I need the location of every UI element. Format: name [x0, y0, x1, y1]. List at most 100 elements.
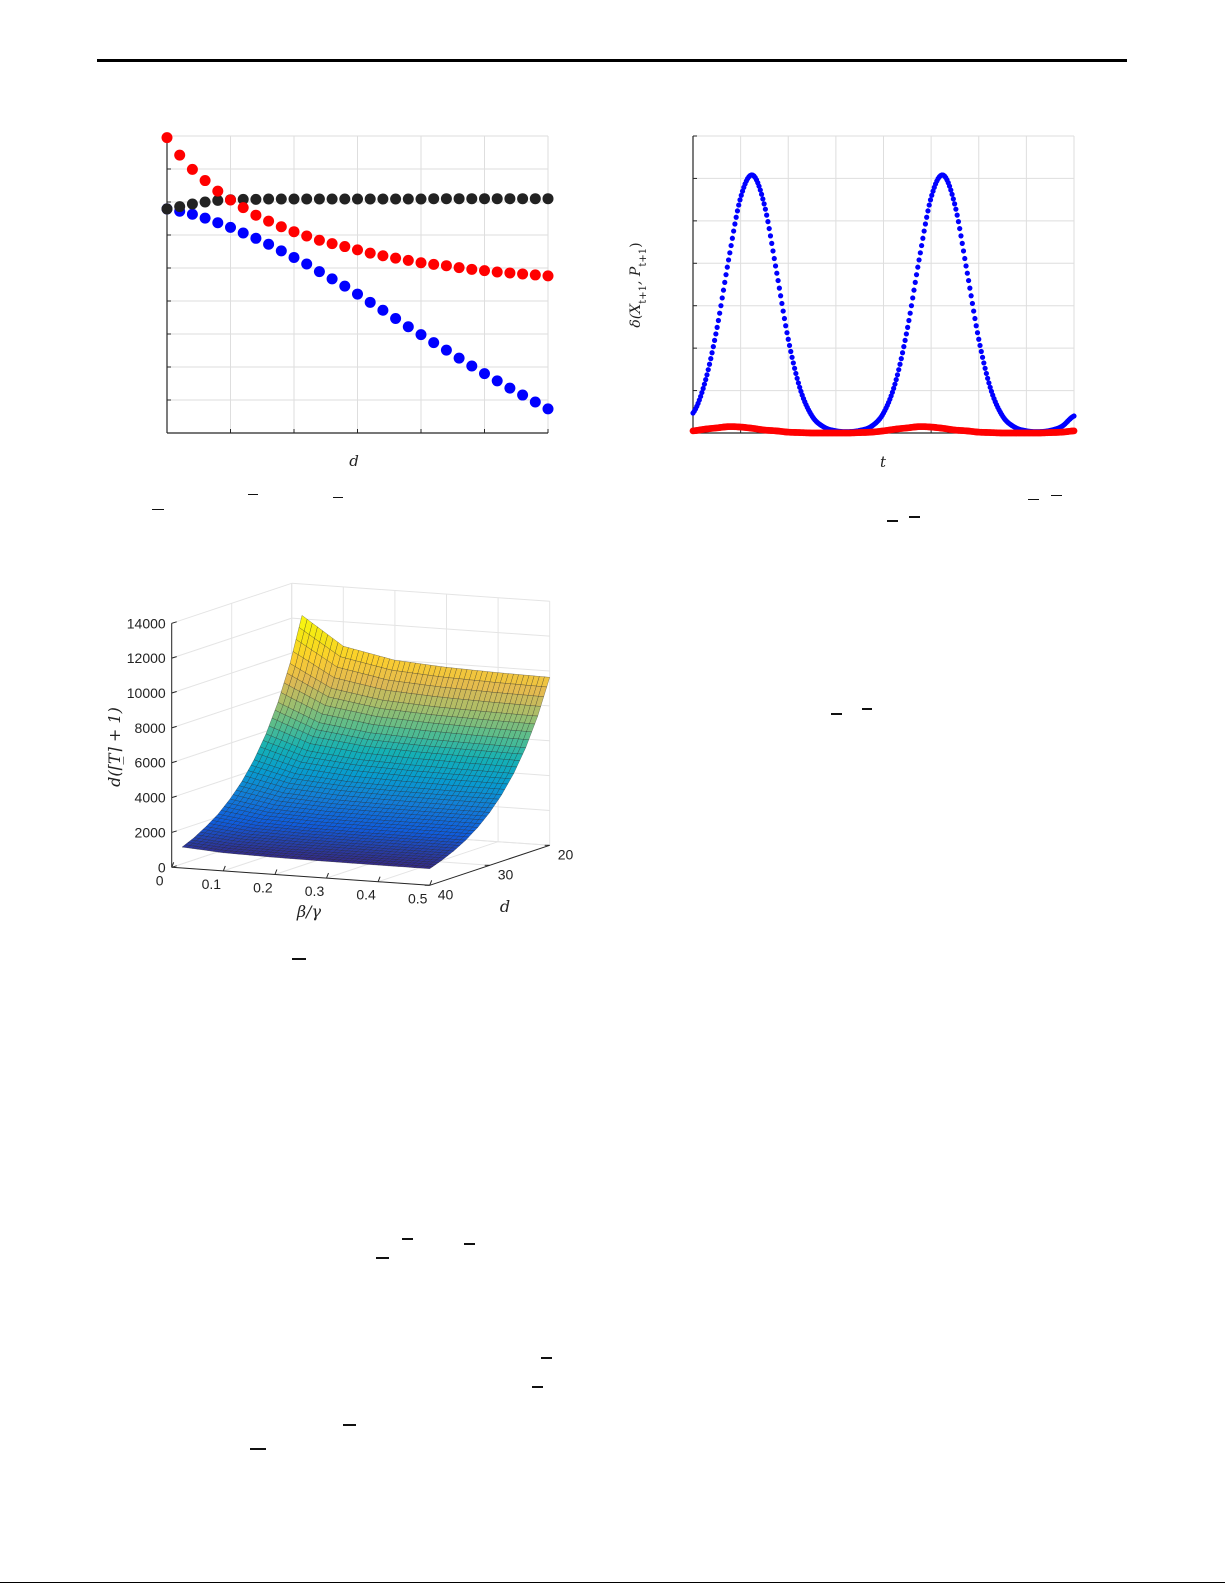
data-point — [722, 279, 728, 285]
data-point — [774, 270, 780, 276]
x-tick-label: 0.2 — [253, 880, 273, 896]
overbar-fragment — [532, 1386, 543, 1388]
data-point — [797, 384, 803, 390]
gridline — [171, 617, 292, 659]
data-point — [785, 336, 791, 342]
overbar-fragment — [541, 1357, 552, 1359]
data-point — [517, 268, 529, 280]
data-point — [772, 263, 779, 269]
data-marks — [689, 172, 1078, 437]
data-point — [762, 206, 768, 212]
data-point — [920, 235, 926, 241]
data-point — [764, 212, 770, 218]
data-point — [921, 228, 927, 234]
data-point — [792, 365, 798, 371]
data-point — [174, 201, 186, 213]
data-point — [976, 336, 982, 342]
z-tick-label: 14000 — [127, 615, 166, 631]
data-point — [529, 396, 541, 408]
data-point — [237, 202, 249, 214]
data-point — [250, 193, 262, 205]
gridline — [171, 652, 292, 694]
data-point — [889, 389, 895, 395]
x-axis-line — [171, 866, 430, 886]
overbar-fragment — [909, 516, 920, 518]
data-point — [760, 196, 766, 202]
z-axis-label: d(⌈T̲⌉ + 1) — [105, 707, 124, 787]
data-point — [758, 191, 765, 197]
series-2 — [161, 132, 554, 282]
data-point — [765, 219, 771, 225]
z-tick — [171, 656, 177, 659]
overbar-fragment — [402, 1238, 413, 1240]
data-point — [913, 272, 920, 278]
data-point — [793, 370, 799, 377]
x-tick-label: 0.3 — [305, 883, 325, 899]
overbar-fragment — [1051, 495, 1062, 496]
data-point — [390, 193, 402, 205]
data-point — [911, 287, 917, 293]
data-point — [794, 375, 800, 381]
data-point — [301, 230, 313, 242]
data-point — [161, 203, 173, 215]
z-tick — [171, 621, 177, 624]
data-point — [402, 321, 414, 333]
data-point — [263, 193, 275, 205]
data-point — [479, 193, 490, 205]
data-point — [288, 193, 300, 205]
data-point — [428, 258, 440, 270]
data-point — [199, 212, 211, 224]
data-point — [699, 389, 705, 396]
data-point — [326, 273, 338, 285]
data-point — [960, 248, 967, 254]
data-point — [704, 372, 710, 378]
data-point — [952, 201, 958, 207]
data-point — [926, 202, 932, 208]
data-point — [950, 196, 956, 202]
data-point — [717, 310, 723, 316]
data-point — [491, 193, 503, 205]
data-point — [770, 248, 776, 254]
x-axis-label: β/γ — [296, 902, 322, 921]
z-tick-label: 8000 — [135, 720, 166, 736]
data-point — [250, 209, 262, 221]
data-point — [186, 198, 198, 210]
data-point — [732, 221, 738, 227]
data-point — [983, 370, 989, 377]
z-tick-label: 2000 — [135, 824, 166, 840]
data-point — [972, 315, 978, 322]
x-tick — [222, 865, 226, 872]
x-axis-label: t — [880, 453, 887, 471]
x-tick — [171, 862, 175, 868]
data-point — [902, 337, 908, 343]
data-point — [301, 193, 313, 205]
data-point — [377, 250, 389, 262]
data-point — [339, 241, 351, 253]
data-point — [718, 303, 724, 309]
data-point — [729, 235, 735, 241]
data-point — [766, 225, 772, 232]
data-point — [186, 208, 198, 220]
overbar-fragment — [831, 713, 842, 715]
data-point — [237, 227, 249, 239]
data-point — [916, 257, 922, 263]
data-point — [313, 234, 325, 246]
data-point — [736, 202, 742, 208]
data-point — [466, 193, 478, 205]
data-point — [917, 250, 923, 256]
data-point — [784, 330, 790, 336]
data-point — [788, 348, 794, 355]
data-point — [313, 266, 325, 278]
overbar-fragment — [343, 1424, 356, 1426]
data-point — [491, 375, 503, 387]
data-point — [897, 361, 903, 367]
data-point — [771, 255, 777, 262]
data-point — [715, 317, 722, 324]
surface — [181, 615, 550, 869]
data-point — [364, 247, 376, 259]
grid — [166, 135, 549, 434]
overbar-fragment — [248, 494, 258, 495]
data-point — [301, 258, 313, 270]
data-point — [377, 193, 389, 205]
grid — [692, 135, 1075, 434]
